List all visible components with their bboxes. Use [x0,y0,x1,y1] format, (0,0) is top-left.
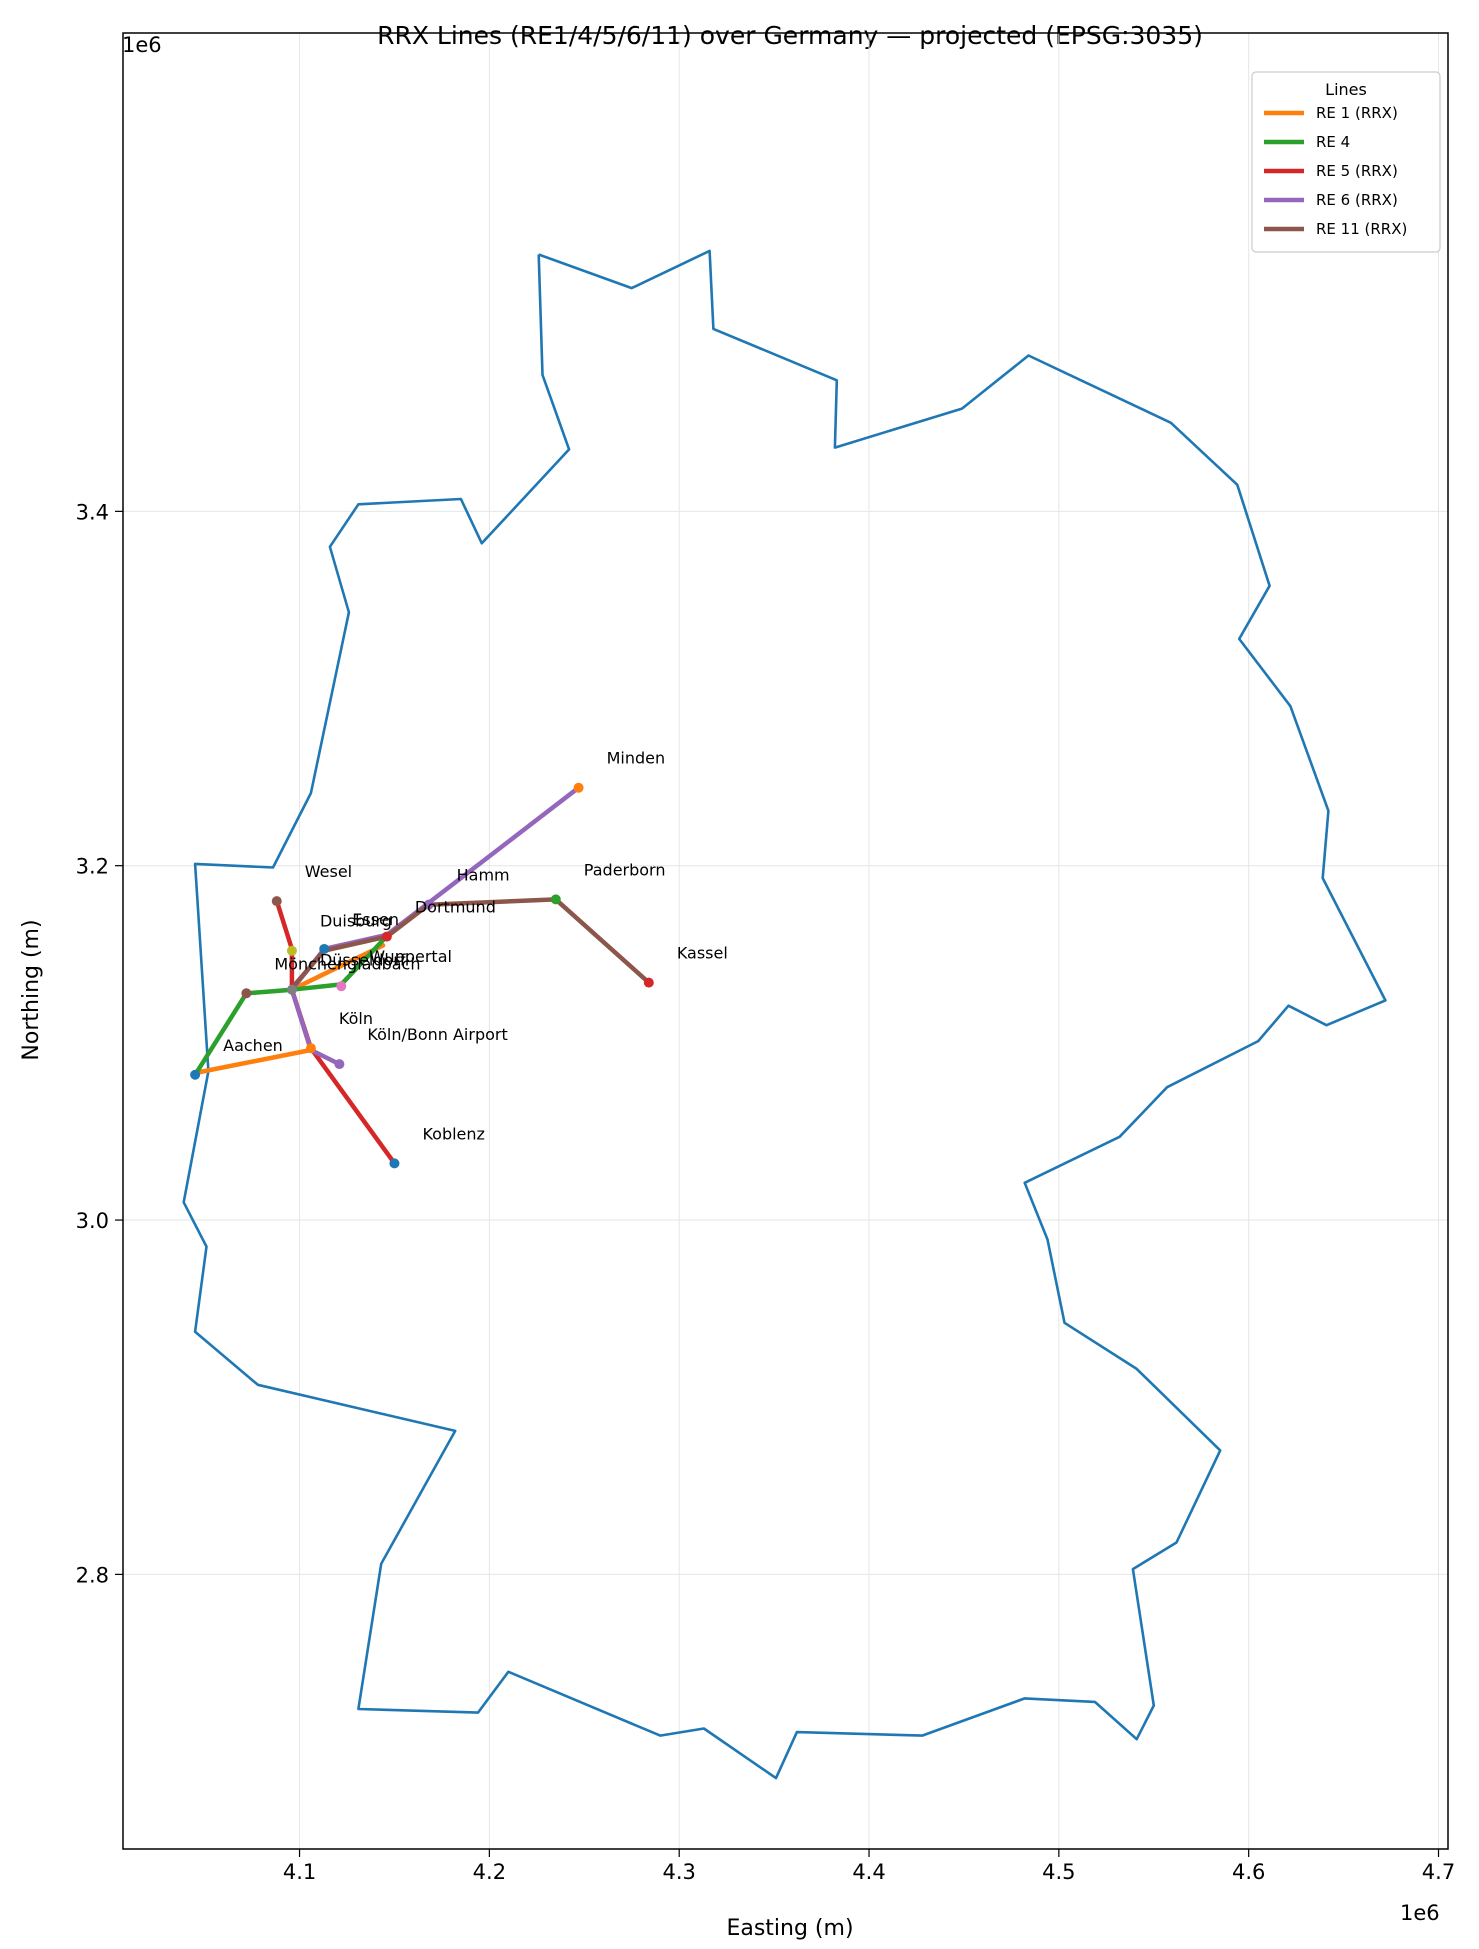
station-label: Aachen [223,1036,283,1055]
station-marker [334,1059,345,1070]
station-marker [190,1069,201,1080]
x-tick-label: 4.1 [283,1860,316,1884]
x-tick-label: 4.2 [473,1860,506,1884]
station-marker [241,988,252,999]
y-axis-label: Northing (m) [19,919,44,1060]
plot-area: Minden Wesel Hamm Paderborn Dortmund Duisburg… [182,249,1387,1780]
y-tick-label: 3.0 [76,1209,109,1233]
y-tick-label: 3.4 [76,500,109,524]
axes-frame [122,32,1449,1850]
x-tick-label: 4.3 [662,1860,695,1884]
chart-title: RRX Lines (RE1/4/5/6/11) over Germany — … [377,21,1203,50]
station-marker [305,1043,316,1054]
station-marker [271,896,282,907]
x-offset-label: 1e6 [1400,1901,1440,1925]
station-label: Mönchengladbach [274,954,420,973]
station-label: Wuppertal [369,947,452,966]
x-tick-label: 4.6 [1232,1860,1265,1884]
station-label: Köln [339,1009,373,1028]
station-marker [573,782,584,793]
y-offset-label: 1e6 [122,33,162,57]
station-label: Paderborn [584,860,666,879]
legend-title: Lines [1325,80,1367,99]
station-marker [286,984,297,995]
station-marker [423,899,434,910]
station-label: Dortmund [415,898,496,917]
legend-entry-label: RE 11 (RRX) [1316,220,1407,238]
station-marker [286,945,297,956]
legend-box [1251,71,1441,253]
legend-entry-label: RE 4 [1316,133,1350,151]
station-marker [319,943,330,954]
station-label: Minden [607,749,666,768]
y-tick-label: 2.8 [76,1563,109,1587]
station-label: Duisburg [320,912,392,931]
legend-entry-label: RE 6 (RRX) [1316,191,1398,209]
station-marker [550,894,561,905]
station-marker [381,931,392,942]
y-tick-label: 3.2 [76,855,109,879]
station-label: Koblenz [422,1124,484,1143]
legend-items: RE 1 (RRX) RE 4 RE 5 (RRX) RE 6 (RRX) RE 11 … [1264,104,1407,238]
station-label: Hamm [457,866,510,885]
station-label: Essen [352,910,399,929]
station-marker [643,977,654,988]
station-marker [389,1158,400,1169]
x-tick-label: 4.5 [1042,1860,1075,1884]
legend-entry-label: RE 1 (RRX) [1316,104,1398,122]
legend: Lines RE 1 (RRX) RE 4 RE 5 (RRX) RE 6 (RRX)… [1251,71,1441,253]
x-tick-label: 4.7 [1422,1860,1455,1884]
station-label: Kassel [677,944,728,963]
series-line [289,897,652,991]
station-label: Düsseldorf [320,951,406,970]
legend-entry-label: RE 5 (RRX) [1316,162,1398,180]
grid [123,33,1448,1849]
axis-ticks: 4.1 4.2 4.3 4.4 4.5 4.6 4.7 2.8 3.0 3.2 3.4 [76,500,1456,1884]
station-marker [336,981,347,992]
germany-boundary [182,249,1387,1780]
x-axis-label: Easting (m) [726,1916,853,1941]
station-label: Wesel [305,862,352,881]
x-tick-label: 4.4 [852,1860,885,1884]
station-label: Köln/Bonn Airport [367,1025,507,1044]
